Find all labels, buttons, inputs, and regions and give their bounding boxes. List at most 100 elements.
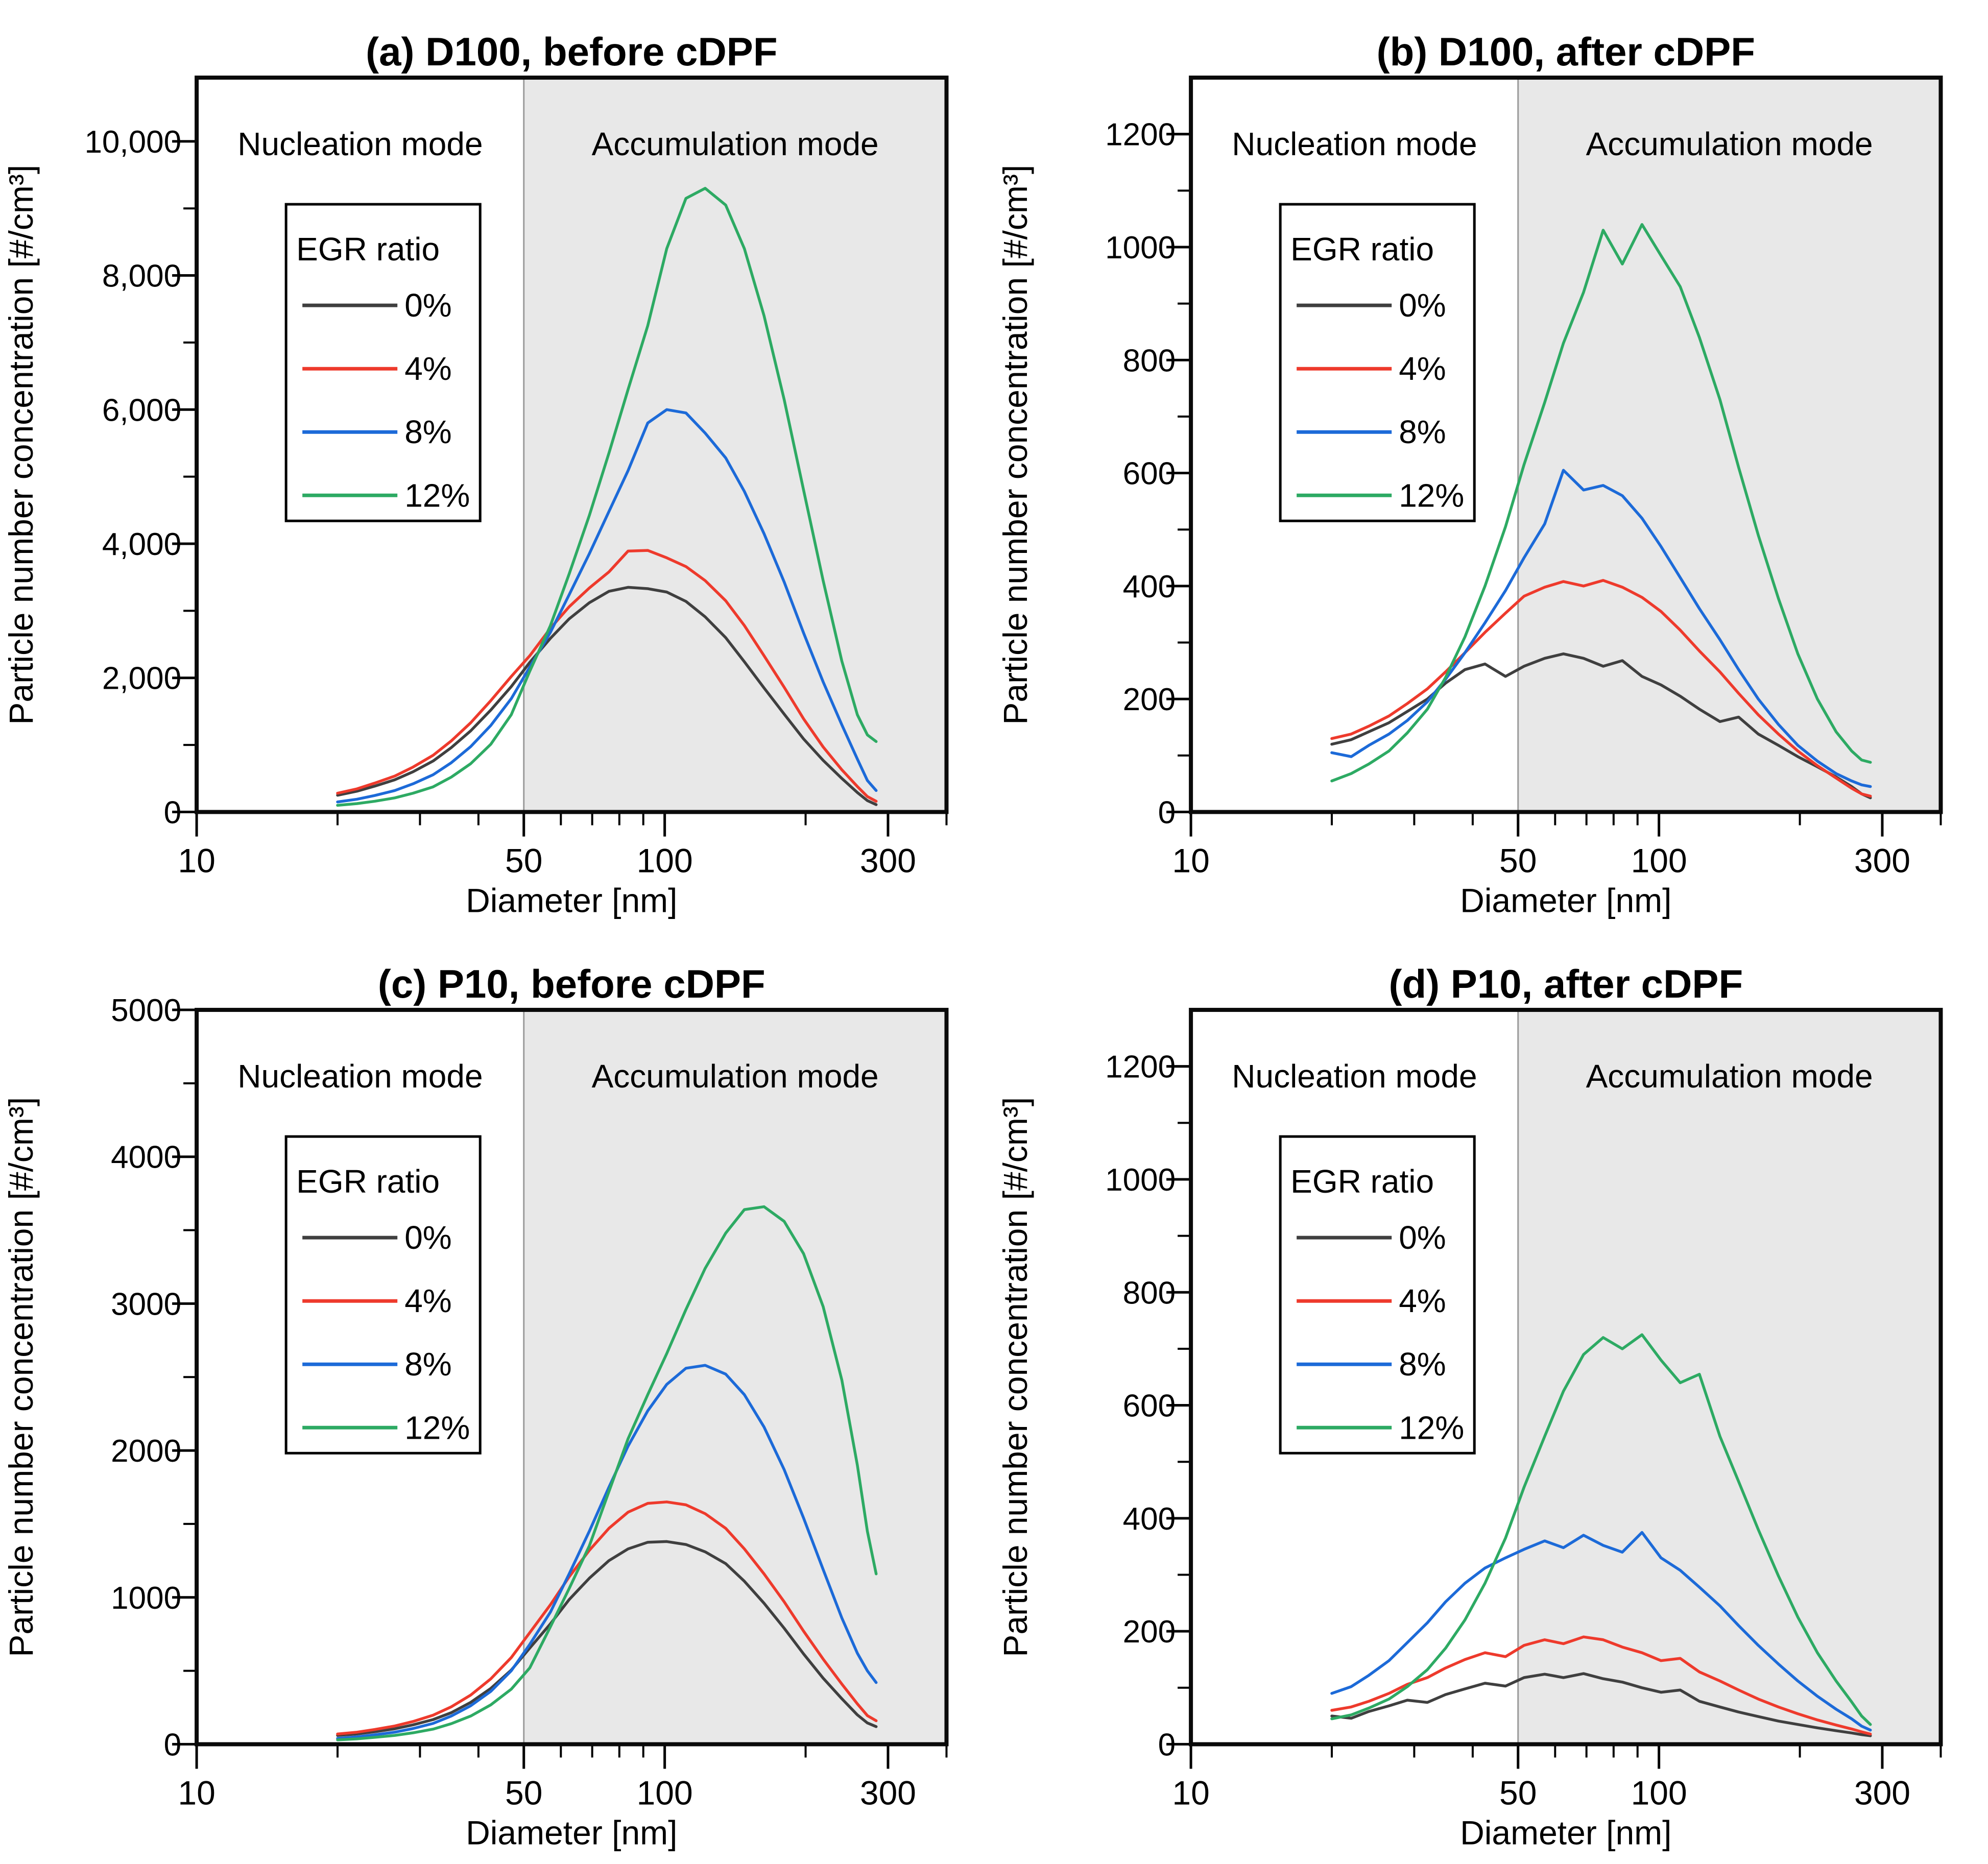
x-tick-label: 100 [637,841,693,879]
panel-d-chart: Nucleation mode Accumulation mode 10 50 100 3… [996,961,1943,1851]
x-tick-label: 100 [1631,1774,1687,1811]
y-tick-label: 8,000 [102,259,181,294]
legend-entry-label: 0% [1399,287,1446,324]
legend-entry-label: 0% [404,1219,451,1256]
plot-border [195,76,949,814]
legend-box [1279,1135,1476,1455]
y-tick-label: 0 [164,1727,181,1762]
legend-box [284,1135,482,1455]
series-line-egr-12% [336,1205,878,1741]
y-axis-title: Particle number concentration [#/cm³] [996,1097,1034,1657]
x-axis-title: Diameter [nm] [466,881,677,919]
y-tick-label: 5000 [111,993,181,1028]
legend-entry-label: 8% [404,1346,451,1383]
series-line-egr-0% [336,586,878,806]
nucleation-mode-label: Nucleation mode [237,126,483,162]
y-axis-title: Particle number concentration [#/cm³] [996,165,1034,725]
x-axis: 10 50 100 300 [1172,1744,1942,1811]
series-line-egr-12% [336,187,878,807]
y-axis: 0 200 400 600 800 1000 1200 [1105,117,1191,830]
accumulation-shaded-region [523,1009,947,1744]
x-tick-label: 50 [505,841,542,879]
y-tick-label: 2,000 [102,661,181,696]
x-axis: 10 50 100 300 [1172,812,1942,879]
chart-title: (a) D100, before cDPF [366,29,777,74]
y-tick-label: 10,000 [84,125,181,160]
y-axis: 0 200 400 600 800 1000 1200 [1105,1049,1191,1762]
y-tick-label: 1000 [1105,230,1176,265]
x-axis-title: Diameter [nm] [1460,881,1671,919]
legend-entry-label: 12% [404,477,470,514]
x-tick-label: 300 [1854,841,1910,879]
y-tick-label: 1200 [1105,117,1176,153]
legend-entry-label: 4% [404,350,451,387]
nucleation-mode-label: Nucleation mode [1232,126,1477,162]
y-tick-label: 2000 [111,1434,181,1469]
nucleation-mode-label: Nucleation mode [237,1058,483,1095]
y-tick-label: 200 [1122,682,1175,717]
y-tick-label: 200 [1122,1614,1175,1650]
x-axis: 10 50 100 300 [178,1744,948,1811]
legend-title: EGR ratio [1290,231,1434,268]
x-tick-label: 10 [178,1774,215,1811]
y-tick-label: 1000 [1105,1162,1176,1197]
legend-entry-label: 8% [1399,1346,1446,1383]
panel-b-chart: Nucleation mode Accumulation mode 10 50 100 3… [996,29,1943,919]
panel-b: Nucleation mode Accumulation mode 10 50 100 3… [994,0,1988,932]
legend-entry-label: 4% [1399,350,1446,387]
x-tick-label: 10 [1172,841,1209,879]
nucleation-mode-label: Nucleation mode [1232,1058,1477,1095]
accumulation-shaded-region [1518,78,1941,812]
y-tick-label: 600 [1122,456,1175,492]
y-tick-label: 400 [1122,1501,1175,1536]
series-line-egr-0% [336,1540,878,1737]
x-axis-title: Diameter [nm] [466,1813,677,1851]
x-axis-title: Diameter [nm] [1460,1813,1671,1851]
legend-title: EGR ratio [296,231,440,268]
legend-entry-label: 0% [404,287,451,324]
y-tick-label: 0 [164,795,181,830]
series-line-egr-12% [1330,1333,1872,1726]
x-tick-label: 300 [860,1774,916,1811]
x-tick-label: 100 [637,1774,693,1811]
legend-title: EGR ratio [296,1163,440,1200]
y-tick-label: 800 [1122,1275,1175,1311]
legend-entry-label: 12% [404,1409,470,1446]
legend-entry-label: 4% [1399,1282,1446,1319]
panel-a-chart: Nucleation mode Accumulation mode 10 50 100 3… [2,29,949,919]
series-line-egr-4% [336,549,878,803]
y-axis-title: Particle number concentration [#/cm³] [2,165,40,725]
y-tick-label: 1000 [111,1580,181,1615]
chart-title: (c) P10, before cDPF [378,961,765,1006]
plot-border [195,1007,949,1746]
series-line-egr-8% [1330,1531,1872,1731]
accumulation-mode-label: Accumulation mode [1586,1058,1873,1095]
y-axis-title: Particle number concentration [#/cm³] [2,1097,40,1657]
accumulation-shaded-region [523,78,947,812]
x-tick-label: 50 [505,1774,542,1811]
x-tick-label: 300 [860,841,916,879]
plot-border [1188,76,1943,814]
series-line-egr-4% [1330,1635,1872,1735]
series-line-egr-0% [1330,1672,1872,1737]
legend: EGR ratio 0% 4% 8% 12% [284,1135,482,1455]
y-axis: 0 2,000 4,000 6,000 8,000 10,000 [84,125,197,830]
legend-entry-label: 12% [1399,477,1464,514]
accumulation-shaded-region [1518,1009,1941,1744]
accumulation-mode-label: Accumulation mode [1586,126,1873,162]
legend: EGR ratio 0% 4% 8% 12% [284,203,482,522]
x-tick-label: 300 [1854,1774,1910,1811]
panel-c: Nucleation mode Accumulation mode 10 50 100 3… [0,932,994,1864]
legend-entry-label: 0% [1399,1219,1446,1256]
legend: EGR ratio 0% 4% 8% 12% [1279,1135,1476,1455]
legend-entry-label: 8% [404,414,451,450]
y-tick-label: 3000 [111,1287,181,1322]
plot-border [1188,1007,1943,1746]
x-axis: 10 50 100 300 [178,812,948,879]
y-tick-label: 4,000 [102,527,181,562]
legend: EGR ratio 0% 4% 8% 12% [1279,203,1476,522]
panel-c-chart: Nucleation mode Accumulation mode 10 50 100 3… [2,961,949,1851]
chart-title: (b) D100, after cDPF [1376,29,1755,74]
chart-title: (d) P10, after cDPF [1388,961,1743,1006]
y-tick-label: 0 [1158,795,1175,830]
